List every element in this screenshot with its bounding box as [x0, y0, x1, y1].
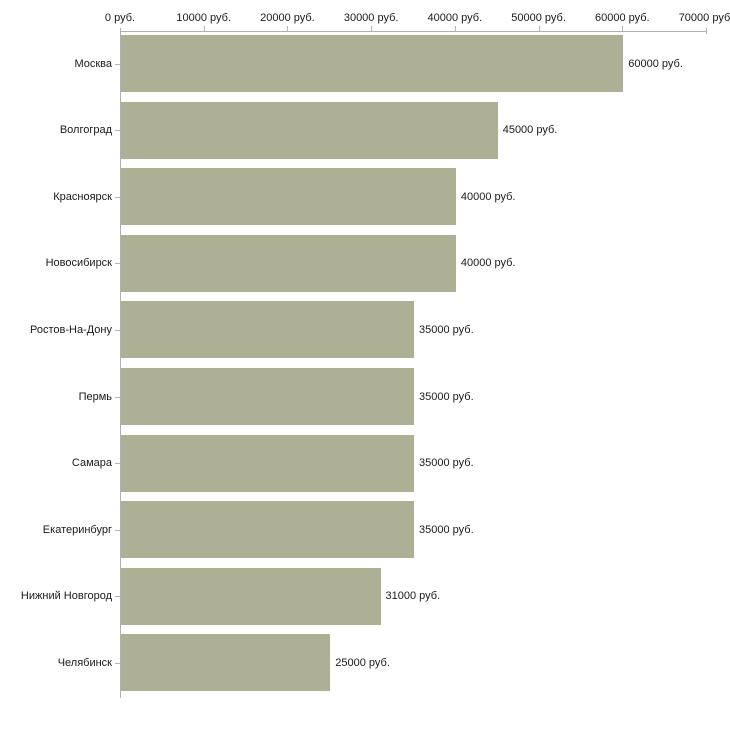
x-axis-tick-label: 0 руб.: [104, 12, 136, 24]
y-axis-tick: [115, 463, 120, 464]
x-axis-tick-label: 20000 руб.: [260, 12, 315, 24]
y-axis-tick: [115, 64, 120, 65]
y-axis-tick: [115, 197, 120, 198]
bar[interactable]: [121, 368, 414, 425]
x-axis-tick: [622, 26, 624, 32]
x-axis-tick-label: 60000 руб.: [594, 12, 650, 24]
category-label: Самара: [71, 457, 112, 470]
y-axis-tick: [115, 330, 120, 331]
bar[interactable]: [121, 501, 414, 559]
bar-value-label: 31000 руб.: [385, 590, 441, 603]
bar[interactable]: [121, 634, 331, 692]
bar-value-label: 45000 руб.: [502, 124, 558, 137]
bar-value-label: 35000 руб.: [419, 390, 474, 403]
category-label: Нижний Новгород: [20, 590, 112, 603]
x-axis-tick: [203, 26, 205, 32]
bar[interactable]: [121, 301, 414, 359]
bar-value-label: 40000 руб.: [460, 257, 516, 270]
bar-value-label: 60000 руб.: [628, 57, 683, 70]
y-axis-tick: [115, 397, 120, 398]
bar[interactable]: [121, 434, 414, 492]
y-axis-tick: [115, 663, 120, 664]
bar[interactable]: [121, 168, 456, 226]
bar[interactable]: [121, 101, 498, 159]
category-label: Красноярск: [53, 190, 112, 203]
x-axis-tick-label: 10000 руб.: [176, 12, 232, 24]
x-axis-tick-label: 40000 руб.: [427, 12, 483, 24]
bar-value-label: 40000 руб.: [460, 190, 516, 203]
x-axis-tick-label: 30000 руб.: [343, 12, 399, 24]
bar-value-label: 25000 руб.: [335, 656, 390, 669]
x-axis-tick-label: 70000 руб.: [678, 12, 730, 24]
bar-value-label: 35000 руб.: [419, 523, 474, 536]
x-axis-tick: [287, 26, 289, 32]
y-axis-tick: [115, 596, 120, 597]
bar-value-label: 35000 руб.: [419, 323, 474, 336]
bar[interactable]: [121, 567, 381, 625]
y-axis-tick: [115, 130, 120, 131]
category-label: Ростов-На-Дону: [29, 323, 112, 336]
category-label: Москва: [74, 57, 112, 70]
category-label: Волгоград: [59, 124, 112, 137]
y-axis-tick: [115, 530, 120, 531]
x-axis-tick: [706, 28, 707, 34]
x-axis-tick: [538, 26, 540, 32]
x-axis-tick-label: 50000 руб.: [511, 12, 566, 24]
bar[interactable]: [121, 35, 624, 92]
x-axis-tick: [454, 26, 456, 32]
category-label: Челябинск: [57, 656, 112, 669]
x-axis-tick: [371, 26, 373, 32]
x-axis-line: [120, 31, 706, 32]
category-label: Новосибирск: [45, 257, 112, 270]
bar[interactable]: [121, 234, 456, 292]
y-axis-line: [120, 31, 121, 698]
bar-value-label: 35000 руб.: [419, 457, 474, 470]
category-label: Пермь: [78, 390, 112, 403]
y-axis-tick: [115, 263, 120, 264]
category-label: Екатеринбург: [42, 523, 112, 536]
